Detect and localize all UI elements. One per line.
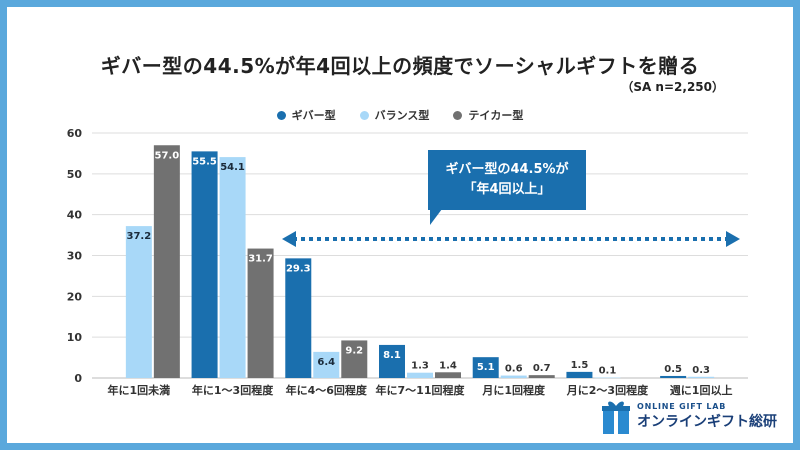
bar (566, 371, 593, 378)
y-tick-label: 30 (67, 250, 83, 263)
legend-swatch-balance (359, 110, 369, 120)
y-tick-label: 20 (67, 290, 83, 303)
logo-text-en: ONLINE GIFT LAB (637, 401, 727, 411)
x-tick-label: 年に7～11回程度 (376, 383, 466, 397)
bar (660, 375, 687, 378)
annotation-callout-tail (430, 209, 442, 225)
bar (500, 375, 527, 378)
legend-swatch-taker (453, 110, 463, 120)
data-label: 9.2 (345, 345, 363, 356)
legend-item-balance: バランス型 (359, 107, 430, 123)
data-label: 0.3 (692, 365, 710, 376)
data-label: 0.7 (533, 363, 551, 374)
bar (341, 340, 368, 378)
data-label: 8.1 (383, 350, 401, 361)
bar (313, 351, 340, 378)
legend-label-taker: テイカー型 (468, 109, 524, 122)
data-label: 1.5 (571, 360, 589, 371)
x-tick-label: 年に4～6回程度 (286, 383, 368, 397)
bar (125, 226, 152, 378)
bar (688, 376, 715, 378)
y-tick-label: 0 (74, 372, 82, 385)
y-tick-label: 10 (67, 331, 83, 344)
bar (153, 145, 180, 378)
x-tick-label: 月に2～3回程度 (566, 383, 649, 397)
chart-title: ギバー型の44.5%が年4回以上の頻度でソーシャルギフトを贈る (100, 54, 700, 78)
data-label: 31.7 (248, 254, 273, 265)
annotation-callout: ギバー型の44.5%が 「年4回以上」 (428, 150, 586, 210)
range-arrow-right-head (726, 231, 740, 247)
bar (435, 372, 461, 378)
x-tick-label: 週に1回以上 (670, 383, 733, 397)
bar (219, 157, 246, 378)
data-label: 6.4 (317, 357, 335, 368)
bar (379, 344, 405, 378)
data-label: 0.1 (599, 366, 617, 377)
bar (191, 151, 218, 378)
data-label: 37.2 (127, 231, 152, 242)
data-label: 29.3 (286, 263, 311, 274)
y-tick-label: 40 (67, 209, 83, 222)
data-label: 0.5 (664, 364, 682, 375)
bar (528, 375, 555, 378)
legend-label-balance: バランス型 (374, 109, 430, 122)
bar (407, 372, 433, 378)
bar (594, 377, 621, 379)
logo-text-jp: オンラインギフト総研 (637, 413, 777, 430)
bar (285, 258, 312, 378)
gift-icon (601, 398, 631, 434)
data-label: 1.4 (439, 360, 457, 371)
data-label: 5.1 (477, 362, 495, 373)
annotation-line-1: ギバー型の44.5%が (445, 162, 569, 177)
x-tick-label: 年に1回未満 (108, 383, 171, 397)
chart-subtitle: （SA n=2,250） (621, 80, 724, 94)
legend-item-giver: ギバー型 (276, 107, 336, 123)
legend: ギバー型 バランス型 テイカー型 (0, 107, 800, 123)
range-arrow-left-head (282, 231, 296, 247)
legend-item-taker: テイカー型 (453, 107, 523, 123)
y-tick-label: 50 (67, 168, 83, 181)
data-label: 1.3 (411, 361, 429, 372)
legend-label-giver: ギバー型 (291, 109, 336, 122)
x-tick-label: 月に1回程度 (481, 383, 546, 397)
bar (247, 248, 274, 378)
brand-logo: ONLINE GIFT LAB オンラインギフト総研 (601, 398, 777, 434)
bar (472, 357, 499, 378)
data-label: 55.5 (192, 156, 217, 167)
data-label: 57.0 (155, 150, 180, 161)
legend-swatch-giver (276, 110, 286, 120)
y-tick-label: 60 (67, 127, 83, 140)
x-tick-label: 年に1～3回程度 (192, 383, 274, 397)
data-label: 0.6 (505, 364, 523, 375)
data-label: 54.1 (220, 162, 245, 173)
annotation-line-2: 「年4回以上」 (463, 182, 551, 197)
